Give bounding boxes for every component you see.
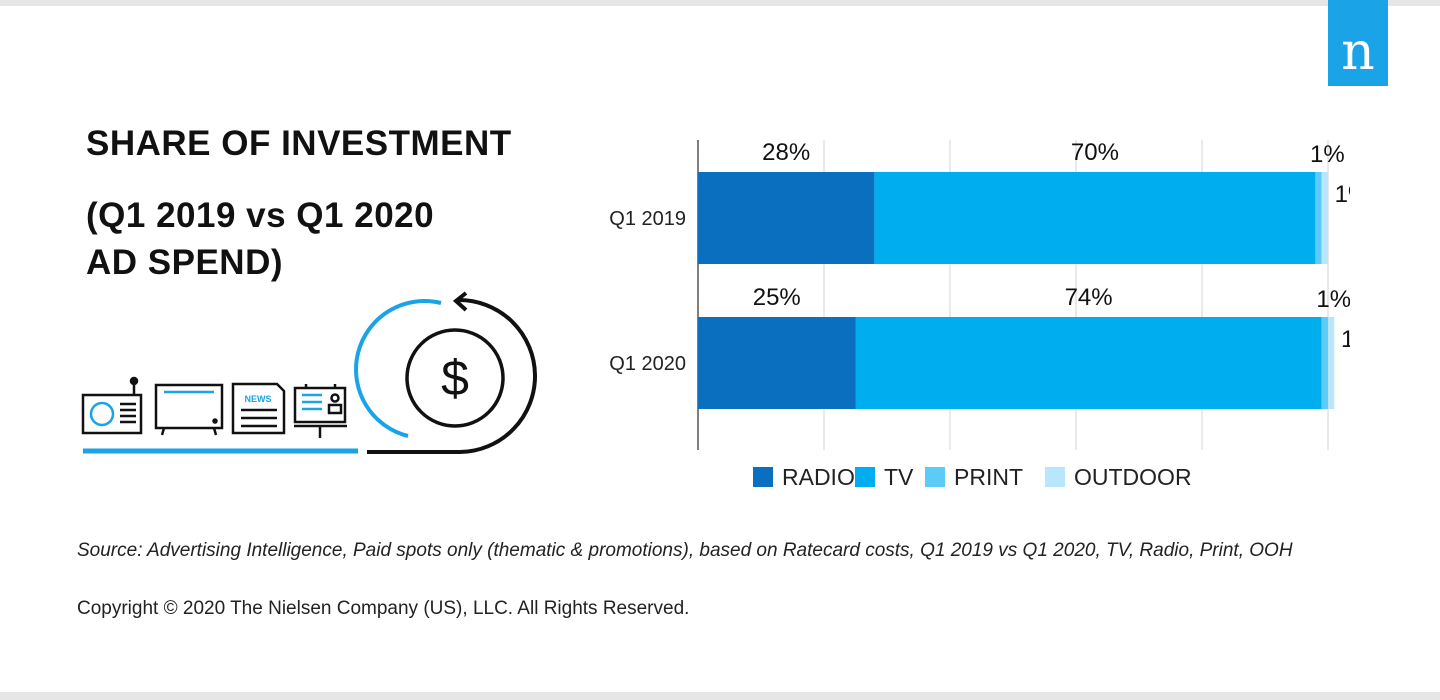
tv-icon: [154, 383, 224, 436]
source-note: Source: Advertising Intelligence, Paid s…: [77, 540, 1293, 561]
data-label: 70%: [1071, 139, 1119, 166]
page-title: SHARE OF INVESTMENT: [86, 124, 512, 163]
legend-label: RADIO: [782, 464, 855, 490]
legend-swatch-tv: [855, 467, 875, 487]
data-label: 1%: [1335, 181, 1350, 208]
bottom-border: [0, 692, 1440, 700]
page-subtitle-line1: (Q1 2019 vs Q1 2020: [86, 196, 435, 235]
bar-segment-outdoor: [1321, 172, 1328, 264]
bar-segment-print: [1321, 317, 1328, 409]
legend-swatch-outdoor: [1045, 467, 1065, 487]
data-label: 28%: [762, 139, 810, 166]
page-subtitle-line2: AD SPEND): [86, 243, 284, 282]
bar-segment-radio: [698, 172, 875, 264]
bar-segment-tv: [874, 172, 1316, 264]
data-label: 1%: [1341, 326, 1350, 353]
category-label: Q1 2020: [609, 353, 686, 375]
data-label: 74%: [1065, 284, 1113, 311]
legend-swatch-radio: [753, 467, 773, 487]
legend-label: PRINT: [954, 464, 1023, 490]
media-icons-illustration: NEWS $: [81, 291, 537, 454]
category-label: Q1 2019: [609, 208, 686, 230]
svg-text:NEWS: NEWS: [245, 394, 272, 404]
data-label: 25%: [753, 284, 801, 311]
bar-segment-tv: [855, 317, 1322, 409]
bar-segment-print: [1315, 172, 1322, 264]
stacked-bar-chart: Q1 2019 28% 70% 1% 1% Q1 2020 25% 74% 1% 1% RADIO T…: [609, 139, 1350, 490]
legend-label: TV: [884, 464, 914, 490]
top-border: [0, 0, 1440, 6]
bar-segment-outdoor: [1328, 317, 1335, 409]
data-label: 1%: [1316, 286, 1350, 313]
bar-segment-radio: [698, 317, 856, 409]
data-label: 1%: [1310, 141, 1345, 168]
billboard-icon: [293, 384, 347, 438]
nielsen-logo: n: [1328, 0, 1388, 86]
newspaper-icon: NEWS: [231, 382, 286, 435]
svg-text:$: $: [441, 350, 469, 406]
radio-icon: [81, 376, 143, 435]
legend-label: OUTDOOR: [1074, 464, 1192, 490]
copyright-note: Copyright © 2020 The Nielsen Company (US…: [77, 598, 690, 619]
legend-swatch-print: [925, 467, 945, 487]
dollar-cycle-icon: $: [354, 291, 537, 454]
